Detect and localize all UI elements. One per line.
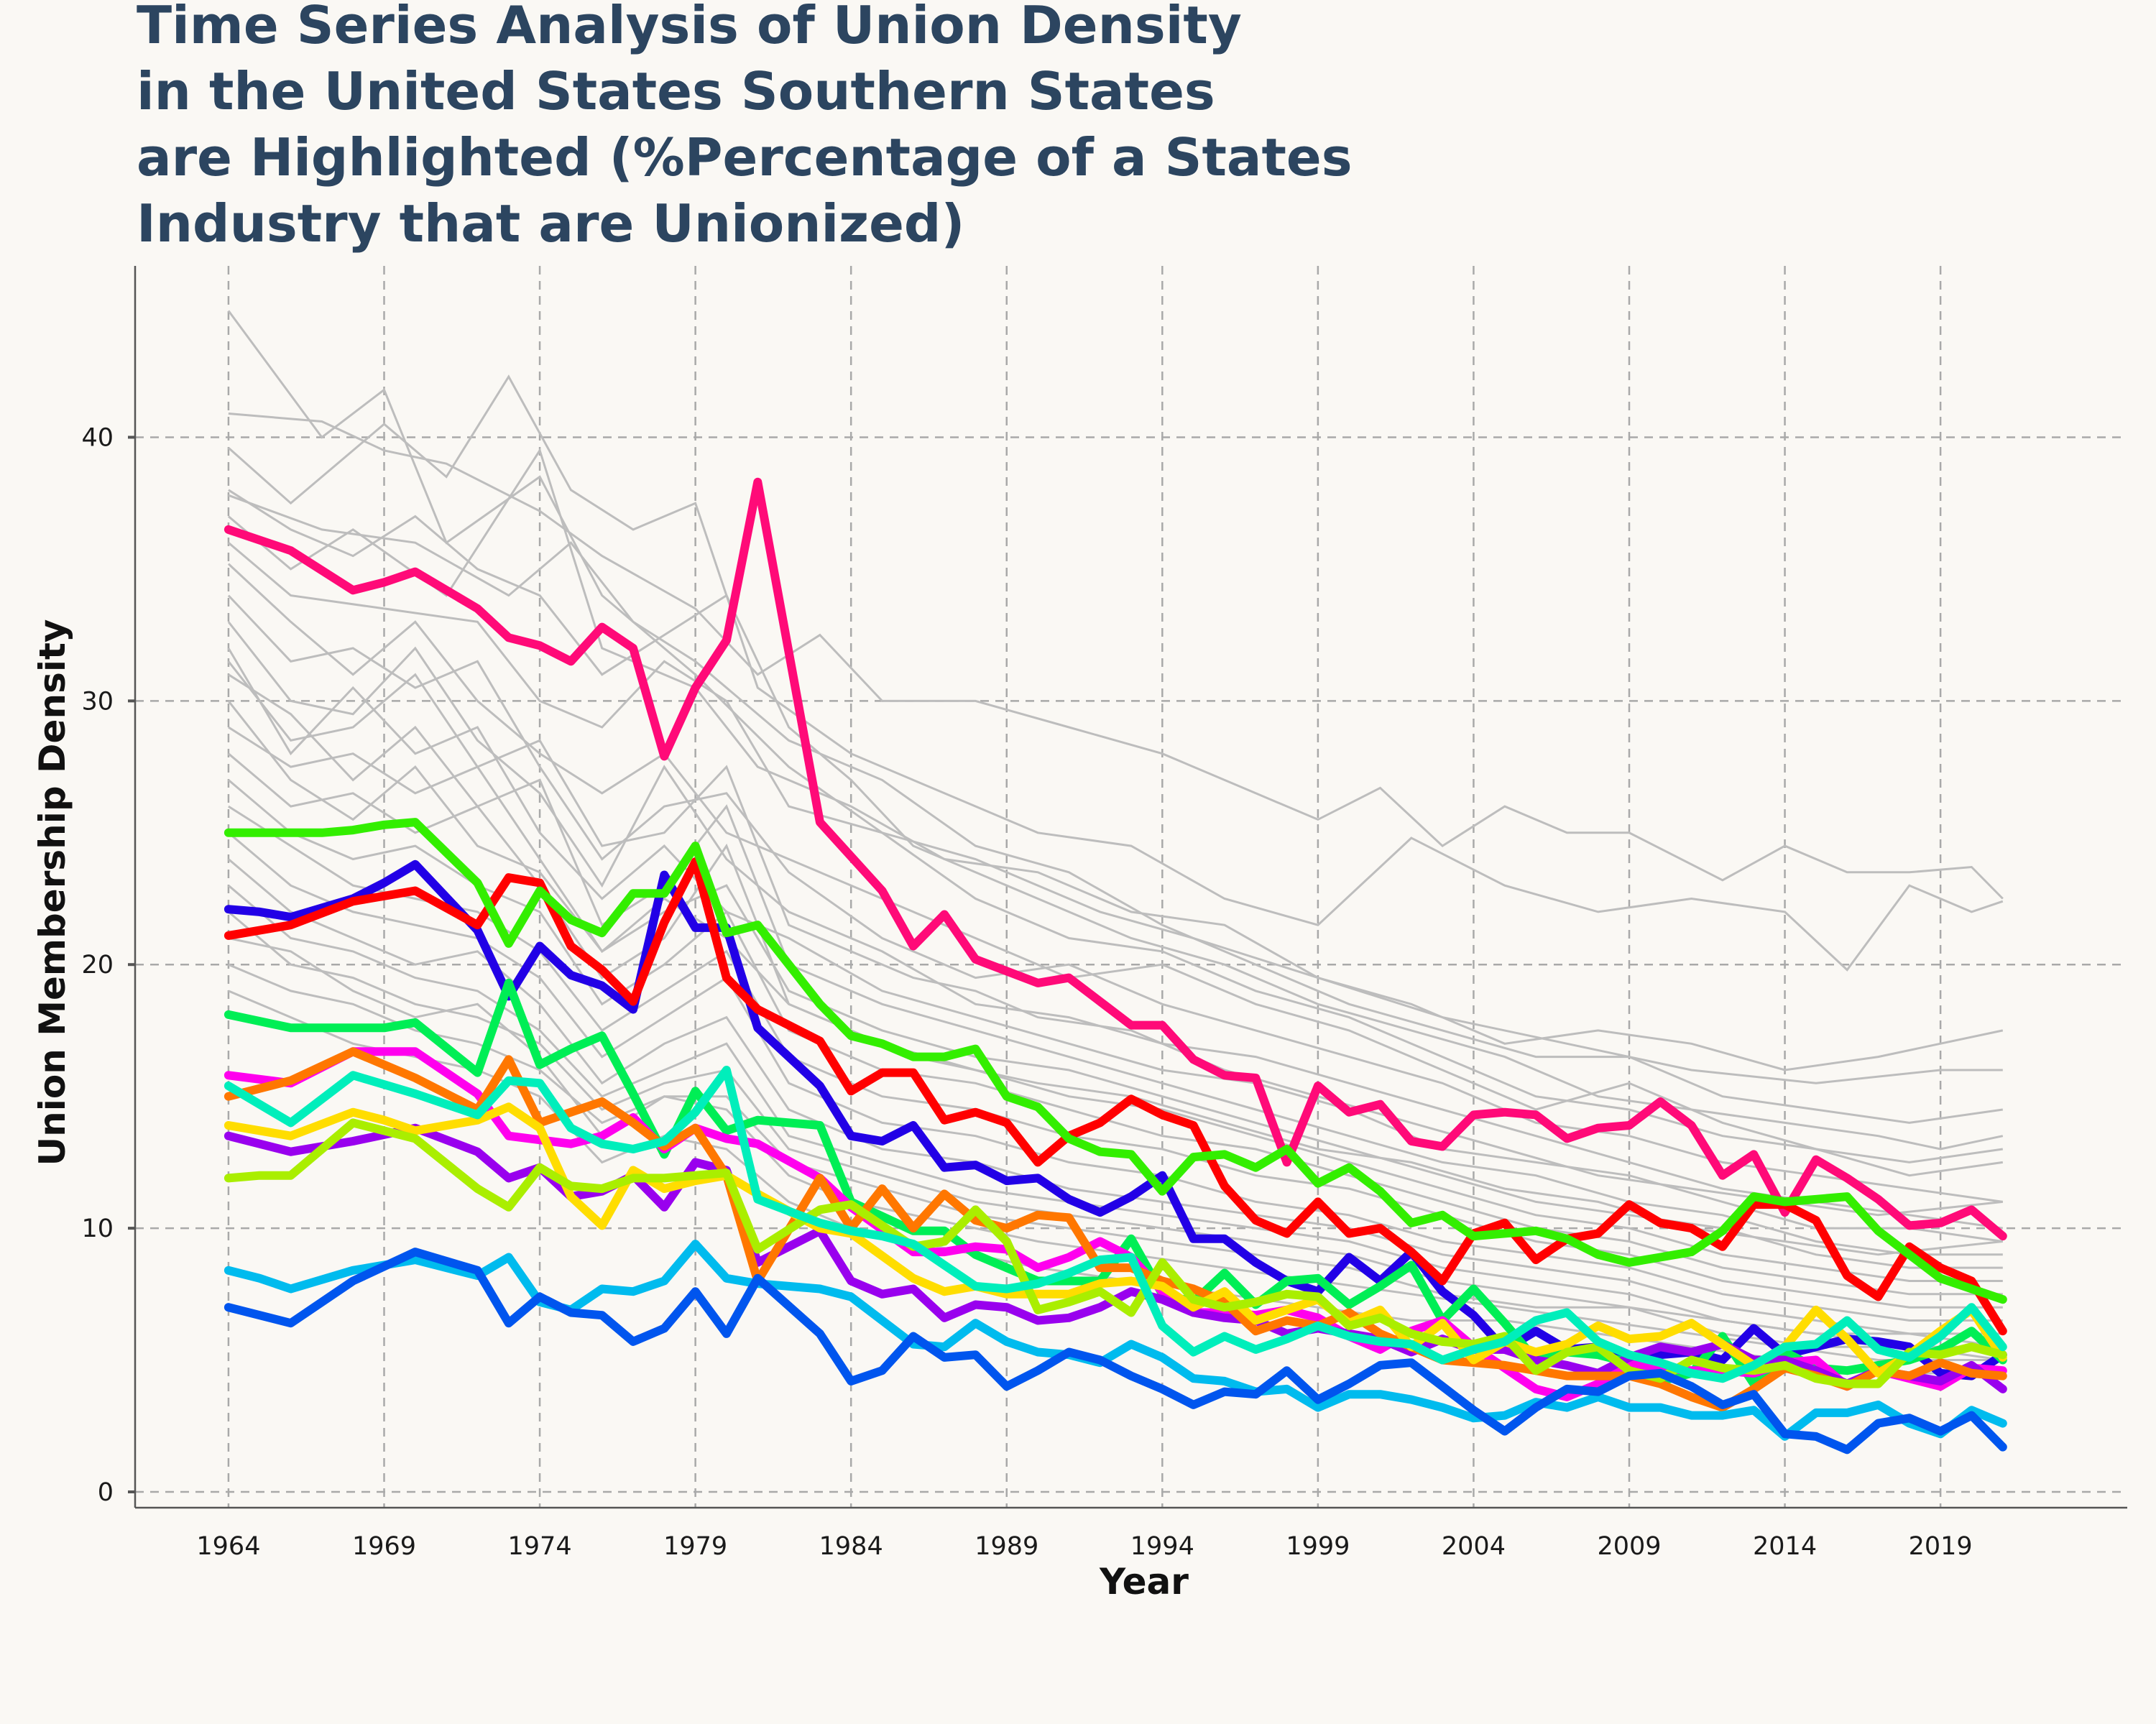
x-tick-label: 1989 <box>975 1532 1038 1561</box>
background-series-line <box>228 673 2003 1256</box>
background-series-line <box>227 563 2004 1177</box>
x-tick-label: 1964 <box>196 1532 260 1561</box>
background-series-line <box>227 885 2004 1348</box>
y-axis-title: Union Membership Density <box>32 619 73 1166</box>
highlighted-series-line <box>224 1118 2007 1388</box>
x-tick-label: 1999 <box>1286 1532 1350 1561</box>
highlighted-series-line <box>224 1240 2007 1441</box>
background-series-line <box>227 660 2003 1217</box>
x-tick-label: 1984 <box>819 1532 883 1561</box>
background-series-line <box>227 779 2003 1296</box>
highlighted-series-line <box>224 859 2007 1380</box>
y-tick-label: 0 <box>98 1478 114 1507</box>
x-tick-label: 1994 <box>1130 1532 1194 1561</box>
x-axis-title: Year <box>1099 1561 1189 1603</box>
background-series-line <box>227 911 2003 1348</box>
x-tick-label: 1969 <box>352 1532 416 1561</box>
highlighted-series-line <box>224 477 2007 1241</box>
title-line: Time Series Analysis of Union Density <box>137 0 1242 55</box>
highlighted-series-group <box>224 477 2007 1455</box>
background-series-group <box>227 310 2004 1375</box>
background-series-line <box>227 831 2003 1322</box>
background-series-line <box>228 494 2004 1124</box>
background-series-line <box>228 937 2003 1361</box>
y-tick-label: 30 <box>81 687 114 716</box>
highlighted-series-line <box>224 1102 2007 1378</box>
background-series-line <box>227 542 2004 1163</box>
background-series-line <box>227 621 2004 1230</box>
x-tick-label: 1974 <box>508 1532 572 1561</box>
tick-labels: 1964 1969 1974 1979 1984 1989 1994 1999 2004 2009… <box>81 423 1972 1561</box>
highlighted-series-line <box>224 1248 2007 1455</box>
chart-title: Time Series Analysis of Union Density in… <box>137 0 1353 254</box>
x-tick-label: 2009 <box>1597 1532 1661 1561</box>
x-tick-label: 1979 <box>663 1532 727 1561</box>
background-series-line <box>227 700 2003 1256</box>
title-line: Industry that are Unionized) <box>137 193 964 254</box>
x-tick-label: 2014 <box>1753 1532 1817 1561</box>
y-tick-label: 20 <box>81 951 114 979</box>
background-series-line <box>228 489 2004 1151</box>
background-series-line <box>227 374 2004 972</box>
background-series-line <box>228 412 2004 900</box>
y-tick-label: 40 <box>81 423 114 452</box>
axes <box>128 266 2127 1509</box>
y-tick-label: 10 <box>81 1214 114 1243</box>
title-line: in the United States Southern States <box>137 61 1215 121</box>
title-line: are Highlighted (%Percentage of a States <box>137 127 1353 188</box>
highlighted-series-line <box>224 857 2007 1336</box>
highlighted-series-line <box>224 1066 2007 1383</box>
background-series-line <box>227 594 2004 1203</box>
background-series-line <box>227 448 2004 1071</box>
highlighted-series-line <box>224 818 2007 1304</box>
x-tick-label: 2019 <box>1909 1532 1973 1561</box>
x-tick-label: 2004 <box>1442 1532 1506 1561</box>
